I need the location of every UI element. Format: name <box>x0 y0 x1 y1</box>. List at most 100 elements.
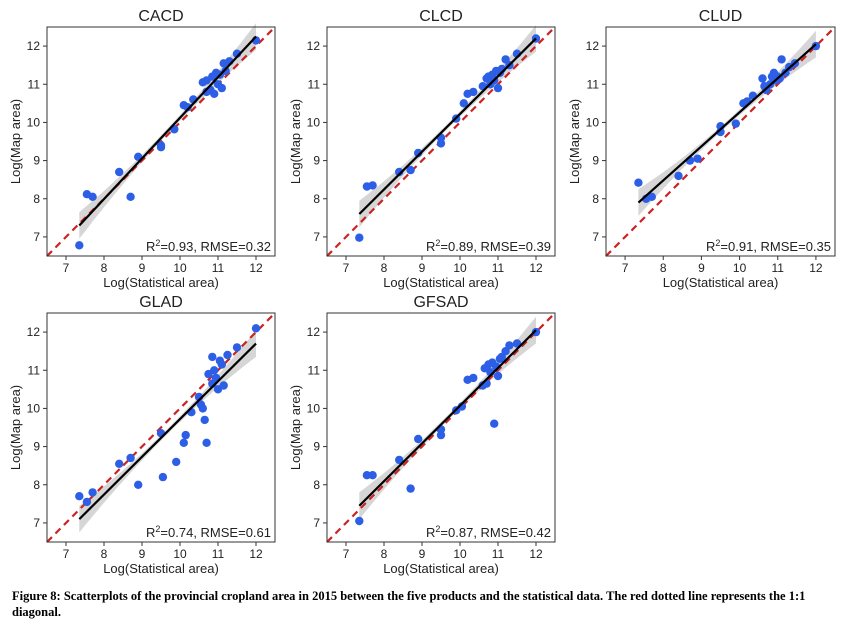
chart-title: GLAD <box>139 294 183 311</box>
y-tick-label: 10 <box>27 401 41 415</box>
x-axis-label: Log(Statistical area) <box>663 275 779 290</box>
data-point <box>82 497 92 507</box>
data-point <box>221 66 230 76</box>
figure-caption: Figure 8: Scatterplots of the provincial… <box>12 589 806 619</box>
y-axis-label: Log(Map area) <box>8 99 23 184</box>
y-tick-label: 8 <box>33 478 40 492</box>
y-tick-label: 10 <box>307 401 321 415</box>
stat-annotation: R2=0.93, RMSE=0.32 <box>146 238 271 254</box>
data-point <box>198 404 207 413</box>
plot-frame <box>46 312 276 543</box>
regression-line <box>78 35 257 227</box>
x-tick-label: 7 <box>343 547 350 561</box>
data-point <box>355 516 364 526</box>
x-tick-label: 10 <box>173 547 187 561</box>
x-tick-label: 7 <box>343 261 350 275</box>
chart-cacd: 7 8 9 10 11 12 7 8 9 10 11 12 CACD Log(Statistical ar… <box>8 8 276 290</box>
data-point <box>183 103 192 112</box>
y-axis-label: Log(Map area) <box>8 385 23 470</box>
data-point <box>368 471 377 480</box>
y-tick-label: 7 <box>592 230 599 244</box>
stat-annotation: R2=0.74, RMSE=0.61 <box>146 524 271 540</box>
x-tick-label: 11 <box>492 261 505 275</box>
x-tick-label: 9 <box>419 261 426 275</box>
data-point <box>505 341 514 350</box>
data-point <box>219 381 228 390</box>
chart-clcd: 7 8 9 10 11 12 7 8 9 10 11 12 CLCD Log(Statistical ar… <box>288 8 556 290</box>
data-point <box>88 488 97 497</box>
y-tick-label: 7 <box>33 516 40 530</box>
x-tick-label: 7 <box>63 547 70 561</box>
x-tick-label: 8 <box>381 547 388 561</box>
y-tick-label: 11 <box>28 363 41 377</box>
y-tick-label: 11 <box>308 363 321 377</box>
data-point <box>126 192 135 201</box>
data-point <box>395 455 404 465</box>
y-tick-label: 10 <box>307 115 321 129</box>
data-point <box>217 360 226 369</box>
chart-title: CLUD <box>699 8 743 25</box>
data-point <box>200 415 209 425</box>
data-point <box>115 459 124 468</box>
y-tick-label: 9 <box>313 440 320 454</box>
chart-gfsad: 7 8 9 10 11 12 7 8 9 10 11 12 GFSAD Log(Statistical a… <box>288 294 556 576</box>
x-tick-label: 11 <box>212 261 225 275</box>
plot-frame <box>605 26 836 257</box>
data-point <box>469 87 478 97</box>
stat-annotation: R2=0.87, RMSE=0.42 <box>426 524 551 540</box>
data-point <box>75 492 84 501</box>
y-tick-label: 9 <box>313 154 320 168</box>
y-tick-label: 12 <box>586 39 600 53</box>
data-point <box>758 74 767 83</box>
data-point <box>210 366 219 375</box>
data-point <box>414 148 423 158</box>
data-point <box>232 343 242 352</box>
data-point <box>251 324 261 333</box>
y-axis-label: Log(Map area) <box>288 99 303 184</box>
y-tick-label: 8 <box>33 192 40 206</box>
data-point <box>181 430 190 440</box>
x-tick-label: 8 <box>381 261 388 275</box>
data-point <box>414 434 423 444</box>
chart-glad: 7 8 9 10 11 12 7 8 9 10 11 12 GLAD Log(Statistical ar… <box>8 294 276 576</box>
data-point <box>158 472 168 482</box>
data-point <box>493 83 503 93</box>
data-point <box>115 167 124 177</box>
plot-frame <box>46 26 276 257</box>
x-tick-label: 11 <box>212 547 225 561</box>
data-point <box>647 192 656 201</box>
x-tick-label: 11 <box>492 547 505 561</box>
y-tick-label: 11 <box>308 77 321 91</box>
data-point <box>88 192 97 201</box>
chart-title: CACD <box>138 8 183 25</box>
x-tick-label: 8 <box>101 261 108 275</box>
data-point <box>172 457 181 467</box>
chart-clud: 7 8 9 10 11 12 7 8 9 10 11 12 CLUD Log(Statistical ar… <box>567 8 836 290</box>
y-tick-label: 9 <box>33 154 40 168</box>
data-point <box>156 143 166 152</box>
regression-line <box>358 37 537 215</box>
data-point <box>406 165 415 175</box>
x-tick-label: 10 <box>453 261 467 275</box>
y-tick-label: 7 <box>33 230 40 244</box>
x-axis-label: Log(Statistical area) <box>383 275 499 290</box>
y-tick-label: 11 <box>587 77 600 91</box>
data-point <box>134 480 143 489</box>
data-point <box>210 89 219 99</box>
x-tick-label: 8 <box>660 261 667 275</box>
data-point <box>395 167 404 177</box>
data-point <box>634 178 643 187</box>
x-tick-label: 7 <box>622 261 629 275</box>
x-tick-label: 9 <box>698 261 705 275</box>
y-tick-label: 12 <box>307 39 321 53</box>
y-tick-label: 7 <box>313 230 320 244</box>
x-tick-label: 7 <box>63 261 70 275</box>
y-tick-label: 12 <box>307 325 321 339</box>
regression-line <box>78 342 257 520</box>
x-tick-label: 10 <box>453 547 467 561</box>
x-tick-label: 9 <box>139 547 146 561</box>
data-point <box>490 419 499 428</box>
y-tick-label: 8 <box>313 478 320 492</box>
x-tick-label: 12 <box>249 547 263 561</box>
